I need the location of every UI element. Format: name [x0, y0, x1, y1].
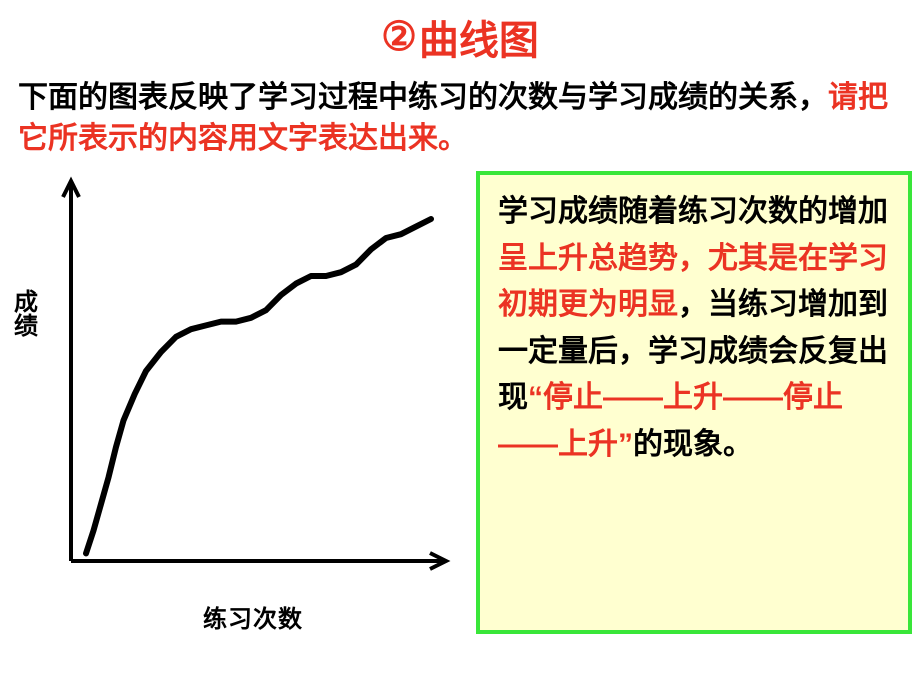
title-row: ② 曲线图: [0, 0, 920, 66]
explanation-box: 学习成绩随着练习次数的增加呈上升总趋势，尤其是在学习初期更为明显，当练习增加到一…: [476, 171, 912, 634]
exp-s1: 学习成绩随着练习次数的增加: [498, 195, 888, 228]
intro-seg1: 下面的图表反映了学习过程中练习的次数与学习成绩的关系，: [18, 81, 828, 114]
exp-s6: 的现象。: [633, 428, 753, 461]
title-number: ②: [381, 14, 417, 60]
intro-paragraph: 下面的图表反映了学习过程中练习的次数与学习成绩的关系，请把它所表示的内容用文字表…: [0, 66, 920, 167]
chart-ylabel: 成绩: [14, 291, 38, 339]
chart-xlabel: 练习次数: [38, 599, 468, 634]
chart-container: 成绩 练习次数: [8, 171, 468, 634]
exp-s2: 呈上升总趋势，: [498, 242, 708, 275]
title-text: 曲线图: [419, 8, 539, 66]
line-chart: [16, 171, 456, 581]
content-row: 成绩 练习次数 学习成绩随着练习次数的增加呈上升总趋势，尤其是在学习初期更为明显…: [0, 171, 920, 634]
